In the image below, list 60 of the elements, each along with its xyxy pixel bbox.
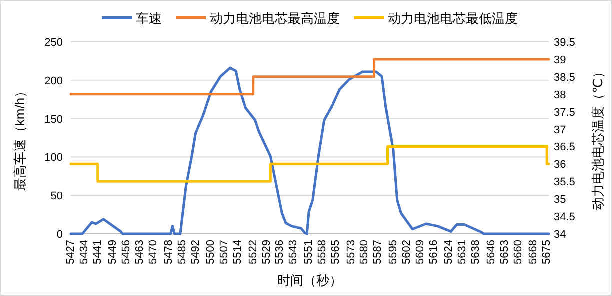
line-series xyxy=(70,66,550,236)
x-tick-label: 5580 xyxy=(358,240,371,264)
x-tick-label: 5507 xyxy=(218,240,231,264)
y-tick-label: 250 xyxy=(44,37,63,49)
x-tick-label: 5463 xyxy=(134,240,146,264)
x-tick-label: 5595 xyxy=(388,240,400,264)
x-tick-label: 5470 xyxy=(148,240,160,264)
y2-tick-label: 39.5 xyxy=(554,37,576,49)
legend-label: 动力电池电芯最低温度 xyxy=(388,11,518,26)
legend-label: 动力电池电芯最高温度 xyxy=(210,11,340,26)
x-tick-label: 5646 xyxy=(485,240,498,264)
x-tick-label: 5587 xyxy=(372,240,384,264)
y2-tick-label: 37.5 xyxy=(554,106,576,119)
x-tick-label: 5427 xyxy=(65,240,77,264)
y2-tick-label: 36 xyxy=(554,159,566,172)
y2-tick-label: 34.5 xyxy=(554,212,576,224)
x-axis-title: 时间（秒） xyxy=(278,273,342,288)
x-tick-label: 5660 xyxy=(512,240,524,264)
legend-label: 车速 xyxy=(136,11,162,26)
y2-tick-label: 38 xyxy=(554,89,566,102)
x-tick-label: 5478 xyxy=(162,240,175,264)
y-axis-title: 最高车速（km/h） xyxy=(12,84,28,192)
y2-tick-label: 35.5 xyxy=(554,176,576,189)
x-tick-label: 5609 xyxy=(414,240,426,264)
x-tick-label: 5543 xyxy=(288,240,300,264)
x-tick-label: 5653 xyxy=(498,240,511,264)
y2-tick-label: 38.5 xyxy=(554,72,576,84)
y2-tick-label: 36.5 xyxy=(554,142,576,154)
x-tick-label: 5602 xyxy=(400,240,413,264)
x-tick-label: 5441 xyxy=(92,240,104,264)
y2-tick-label: 35 xyxy=(554,194,566,206)
y2-tick-label: 39 xyxy=(554,54,566,66)
y-tick-label: 0 xyxy=(56,229,63,241)
x-tick-label: 5456 xyxy=(120,240,133,264)
y2-tick-label: 34 xyxy=(554,229,566,241)
x-tick-label: 5616 xyxy=(428,240,440,264)
x-tick-label: 5449 xyxy=(107,240,120,264)
x-tick-label: 5624 xyxy=(443,240,456,264)
x-tick-label: 5565 xyxy=(330,240,342,264)
x-tick-label: 5492 xyxy=(190,240,202,264)
y2-tick-label: 37 xyxy=(554,124,566,136)
x-tick-label: 5573 xyxy=(345,240,358,264)
x-tick-label: 5485 xyxy=(176,240,188,264)
y2-axis-title: 动力电池电芯温度（℃） xyxy=(590,66,606,210)
y-tick-label: 200 xyxy=(44,75,63,88)
x-tick-label: 5551 xyxy=(303,240,316,264)
y-tick-label: 50 xyxy=(50,190,63,203)
x-tick-label: 5434 xyxy=(78,240,90,264)
x-tick-label: 5500 xyxy=(205,240,218,264)
x-tick-label: 5529 xyxy=(260,240,273,264)
x-tick-label: 5514 xyxy=(232,240,244,264)
x-tick-label: 5668 xyxy=(528,240,540,264)
x-tick-label: 5522 xyxy=(247,240,260,264)
x-tick-label: 5536 xyxy=(274,240,286,264)
x-tick-label: 5675 xyxy=(541,240,554,264)
y-tick-label: 150 xyxy=(44,114,63,126)
x-tick-label: 5631 xyxy=(456,240,469,264)
x-tick-label: 5638 xyxy=(470,240,482,264)
x-tick-label: 5558 xyxy=(316,240,328,264)
y-tick-label: 100 xyxy=(44,152,63,164)
